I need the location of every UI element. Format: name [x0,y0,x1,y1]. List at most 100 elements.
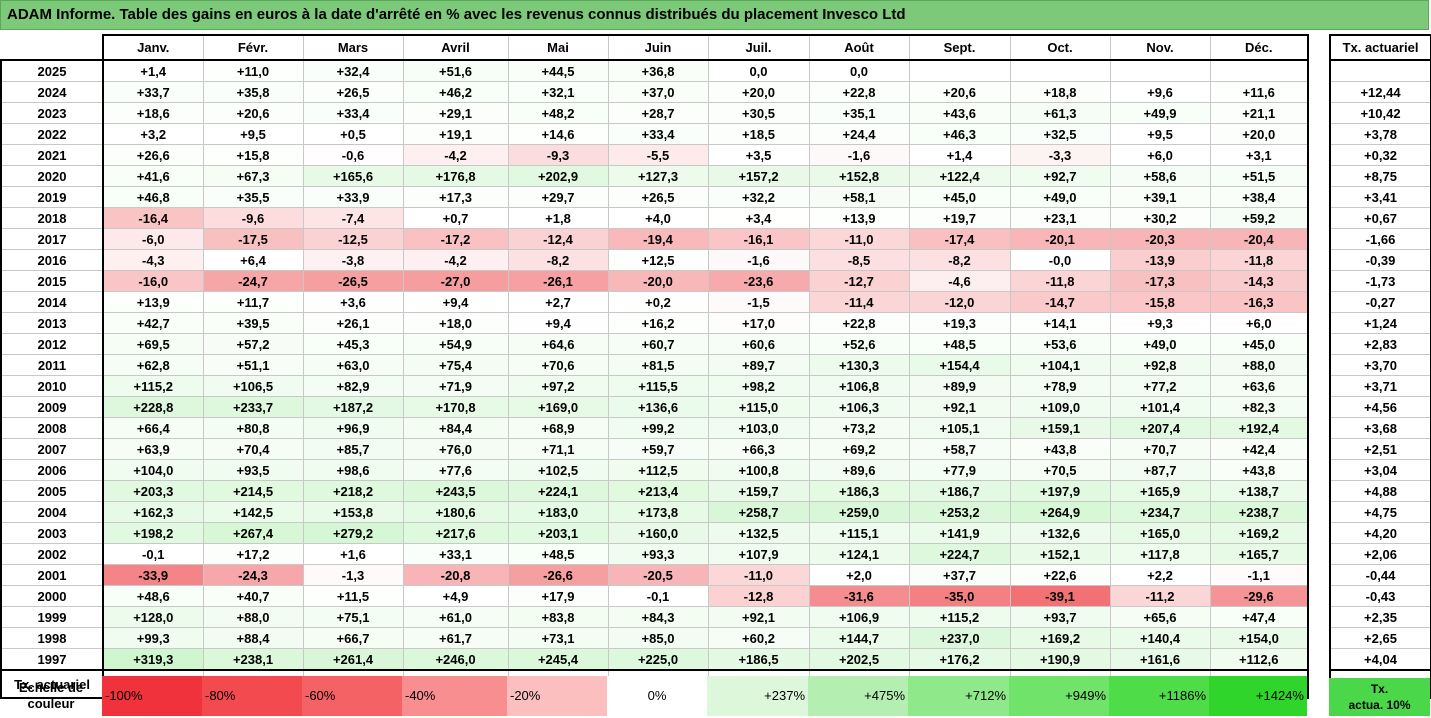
value-cell: +33,7 [103,81,204,103]
table-row: 2005 +203,3 +214,5 +218,2 +243,5 +224,1 +213,4… [0,480,1309,502]
value-cell: +144,7 [809,627,910,649]
value-cell: +140,4 [1110,627,1211,649]
value-cell: +152,8 [809,165,910,187]
table-row: 2024 +33,7 +35,8 +26,5 +46,2 +32,1 +37,0 +20,0 +… [0,81,1309,103]
scale-swatch: -60% [302,676,402,716]
value-cell: +9,6 [1110,81,1211,103]
value-cell: +13,9 [809,207,910,229]
value-cell: +13,9 [103,291,204,313]
value-cell: -20,3 [1110,228,1211,250]
value-cell: -7,4 [303,207,404,229]
value-cell: +187,2 [303,396,404,418]
value-cell: +35,8 [203,81,304,103]
value-cell: +81,5 [608,354,709,376]
value-cell: +89,9 [909,375,1011,397]
value-cell: +88,0 [1210,354,1309,376]
value-cell: -12,8 [708,585,810,607]
value-cell: -11,4 [809,291,910,313]
value-cell: +58,1 [809,186,910,208]
value-cell: +58,6 [1110,165,1211,187]
value-cell: +169,2 [1210,522,1309,544]
value-cell: +77,9 [909,459,1011,481]
footer-label: Tx. actuariel [0,670,104,699]
value-cell: -0,1 [103,543,204,565]
value-cell: +233,7 [203,396,304,418]
table-row: 2001 -33,9 -24,3 -1,3 -20,8 -26,6 -20,5 -11,0 +2… [0,564,1309,586]
value-cell: +18,8 [1010,81,1111,103]
scale-swatch: -80% [202,676,302,716]
scale-swatch: +1186% [1109,676,1209,716]
value-cell: +138,7 [1210,480,1309,502]
year-cell: 2004 [0,501,104,523]
year-cell: 2003 [0,522,104,544]
month-header: Déc. [1210,34,1309,61]
value-cell: +46,2 [403,81,509,103]
value-cell: +82,3 [1210,396,1309,418]
tx-cell: -0,43 [1329,585,1431,607]
month-header: Oct. [1010,34,1111,61]
value-cell: +115,2 [909,606,1011,628]
tx-cell: -0,27 [1329,291,1431,313]
value-cell: +70,5 [1010,459,1111,481]
tx-cell: +1,24 [1329,312,1431,334]
value-cell: +51,1 [203,354,304,376]
value-cell: +22,8 [809,312,910,334]
value-cell: +130,3 [809,354,910,376]
value-cell: +44,5 [508,60,609,82]
value-cell: +19,3 [909,312,1011,334]
value-cell: +26,5 [608,186,709,208]
value-cell: +29,7 [508,186,609,208]
value-cell: 0,0 [809,60,910,82]
year-cell: 2010 [0,375,104,397]
value-cell: -16,4 [103,207,204,229]
value-cell: +152,1 [1010,543,1111,565]
value-cell: +67,3 [203,165,304,187]
value-cell: -1,1 [1210,564,1309,586]
year-cell: 2024 [0,81,104,103]
value-cell: +165,7 [1210,543,1309,565]
table-row: 2011 +62,8 +51,1 +63,0 +75,4 +70,6 +81,5 +89,7 +… [0,354,1309,376]
tx-cell: +4,56 [1329,396,1431,418]
value-cell: +80,8 [203,417,304,439]
value-cell: -26,1 [508,270,609,292]
year-cell: 1997 [0,648,104,671]
value-cell: -0,1 [608,585,709,607]
value-cell: +228,8 [103,396,204,418]
value-cell: +85,7 [303,438,404,460]
scale-swatch: -20% [507,676,607,716]
tx-cell: +4,20 [1329,522,1431,544]
value-cell: +160,0 [608,522,709,544]
value-cell: +61,0 [403,606,509,628]
tx-cell: +3,78 [1329,123,1431,145]
tx-cell: +3,04 [1329,459,1431,481]
value-cell: +48,6 [103,585,204,607]
value-cell: +23,1 [1010,207,1111,229]
value-cell: +115,0 [708,396,810,418]
value-cell: -0,0 [1010,249,1111,271]
tx-cell: +3,41 [1329,186,1431,208]
value-cell: +170,8 [403,396,509,418]
value-cell: -17,2 [403,228,509,250]
value-cell: +169,0 [508,396,609,418]
value-cell: -5,5 [608,144,709,166]
value-cell: +225,0 [608,648,709,671]
value-cell: -4,6 [909,270,1011,292]
value-cell: +18,6 [103,102,204,124]
value-cell: -20,4 [1210,228,1309,250]
value-cell: +109,0 [1010,396,1111,418]
value-cell: -11,2 [1110,585,1211,607]
value-cell: +127,3 [608,165,709,187]
value-cell [909,60,1011,82]
scale-label: Echelle de couleur [0,676,102,716]
value-cell: +59,7 [608,438,709,460]
value-cell: -14,3 [1210,270,1309,292]
table-row: 2010 +115,2 +106,5 +82,9 +71,9 +97,2 +115,5 +98… [0,375,1309,397]
value-cell: +4,9 [403,585,509,607]
value-cell: +11,7 [203,291,304,313]
value-cell: +180,6 [403,501,509,523]
value-cell: -8,2 [909,249,1011,271]
value-cell: -24,7 [203,270,304,292]
value-cell: +17,9 [508,585,609,607]
value-cell: +12,5 [608,249,709,271]
month-header: Août [809,34,910,61]
